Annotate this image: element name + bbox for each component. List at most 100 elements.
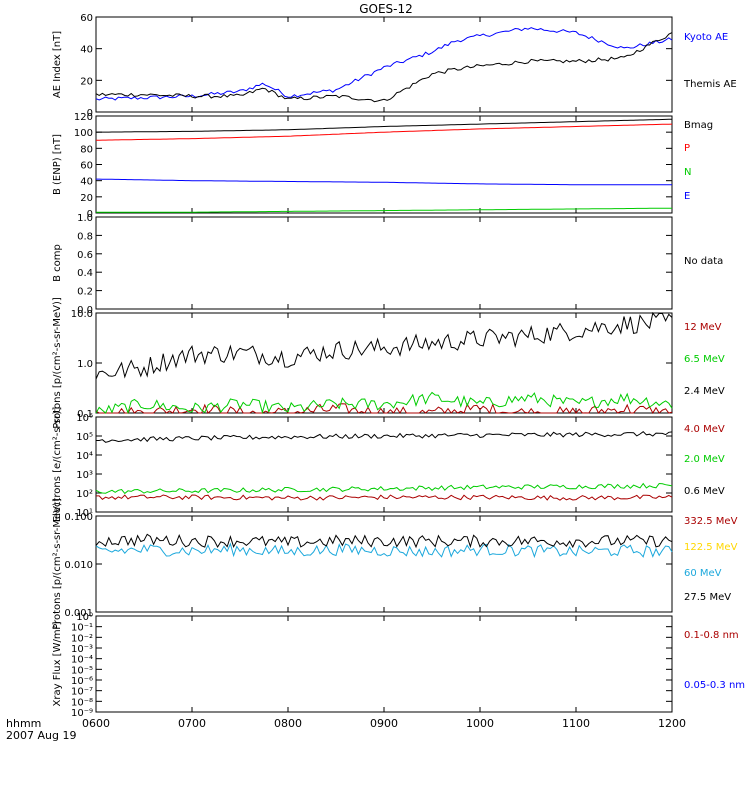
y-tick-label: 80 xyxy=(80,144,93,155)
y-tick-label: 1.0 xyxy=(77,359,93,370)
y-tick-label: 10⁴ xyxy=(76,451,93,462)
y-tick-label: 0.0 xyxy=(77,305,93,316)
y-tick-label: 10⁻⁴ xyxy=(71,655,93,666)
legend-label: P xyxy=(684,143,690,154)
legend-label: 27.5 MeV xyxy=(684,592,731,603)
legend-label: 122.5 MeV xyxy=(684,542,738,553)
y-axis-label: Protons [p/(cm²-s-sr-MeV)] xyxy=(52,297,63,429)
series-line xyxy=(95,542,673,559)
panel-5: 10¹ 10² 10³ 10⁴ 10⁵ 10⁶ Electrons [e/(cm²-s-sr… xyxy=(52,407,725,523)
legend-label: E xyxy=(684,191,690,202)
y-tick-label: 20 xyxy=(80,76,93,87)
y-tick-label: 10⁻⁷ xyxy=(71,687,93,698)
panel-frame xyxy=(95,515,673,613)
legend-label: 4.0 MeV xyxy=(684,424,725,435)
series-line xyxy=(95,391,673,415)
y-tick-label: 10⁶ xyxy=(76,413,93,424)
y-tick-label: 10⁻² xyxy=(71,633,93,644)
x-tick-label: 1100 xyxy=(562,717,590,730)
y-tick-label: 10⁻⁹ xyxy=(71,708,93,719)
y-axis-label: Electrons [e/(cm²-s-sr)] xyxy=(52,407,63,523)
series-line xyxy=(95,482,673,495)
time-axis: 0600 0700 0800 0900 1000 1100 1200 xyxy=(82,717,686,730)
panel-frame xyxy=(95,216,673,310)
y-tick-label: 40 xyxy=(80,177,93,188)
time-axis-label: hhmm xyxy=(6,717,41,730)
legend-label: 60 MeV xyxy=(684,568,722,579)
y-axis-label: AE Index [nT] xyxy=(52,31,63,98)
y-tick-label: 0.100 xyxy=(64,512,93,523)
y-tick-label: 0 xyxy=(87,108,93,119)
series-line xyxy=(95,123,673,141)
series-line xyxy=(96,431,673,443)
y-axis-label: B (ENP) [nT] xyxy=(52,134,63,195)
y-tick-label: 10⁻¹ xyxy=(71,623,93,634)
y-tick-label: 10⁻⁶ xyxy=(71,676,93,687)
legend-label: 0.05-0.3 nm xyxy=(684,680,745,691)
y-tick-label: 10¹ xyxy=(76,508,93,519)
x-tick-label: 0700 xyxy=(178,717,206,730)
y-axis-label: Xray Flux [W/m²] xyxy=(52,621,63,706)
y-tick-label: 40 xyxy=(80,45,93,56)
y-tick-label: 10⁰ xyxy=(76,612,93,623)
y-tick-label: 0 xyxy=(87,209,93,220)
legend-label: 0.1-0.8 nm xyxy=(684,630,739,641)
y-tick-label: 10⁵ xyxy=(76,432,93,443)
series-line xyxy=(95,118,673,133)
x-tick-label: 1000 xyxy=(466,717,494,730)
panel-frame xyxy=(95,16,673,113)
y-tick-label: 120 xyxy=(74,112,93,123)
legend-label: Themis AE xyxy=(683,79,737,90)
figure-title: GOES-12 xyxy=(359,2,413,16)
series-line xyxy=(95,32,673,103)
y-tick-label: 0.4 xyxy=(77,268,93,279)
legend-label: No data xyxy=(684,256,723,267)
y-tick-label: 10³ xyxy=(76,470,93,481)
series-line xyxy=(96,207,672,213)
panel-2: 0 20 40 60 80 100 120 B (ENP) [nT] Bmag P N E xyxy=(52,112,713,220)
series-line xyxy=(95,27,673,101)
y-tick-label: 0.1 xyxy=(77,409,93,420)
series-line xyxy=(96,178,672,186)
series-line xyxy=(95,311,673,380)
series-line xyxy=(95,403,673,415)
series-line xyxy=(96,494,673,501)
panels: 0 20 40 60 AE Index [nT] Kyoto AE Themis AE 0 20… xyxy=(52,13,745,719)
y-tick-label: 0.8 xyxy=(77,231,93,242)
panel-3: 0.0 0.2 0.4 0.6 0.8 1.0 B comp No data xyxy=(52,213,723,316)
y-tick-label: 10⁻⁵ xyxy=(71,665,93,676)
legend-label: 332.5 MeV xyxy=(684,516,738,527)
y-tick-label: 20 xyxy=(80,193,93,204)
legend-label: N xyxy=(684,167,691,178)
y-tick-label: 60 xyxy=(80,161,93,172)
x-tick-label: 0800 xyxy=(274,717,302,730)
y-axis-label: B comp xyxy=(52,244,63,282)
y-tick-label: 10.0 xyxy=(71,309,93,320)
panel-1: 0 20 40 60 AE Index [nT] Kyoto AE Themis AE xyxy=(52,13,737,119)
y-tick-label: 10⁻⁸ xyxy=(71,697,93,708)
y-tick-label: 60 xyxy=(80,13,93,24)
panel-4: 0.1 1.0 10.0 Protons [p/(cm²-s-sr-MeV)] 12 M… xyxy=(52,297,725,429)
series-line xyxy=(95,533,673,549)
legend-label: Kyoto AE xyxy=(684,32,728,43)
legend-label: 0.6 MeV xyxy=(684,486,725,497)
legend-label: Bmag xyxy=(684,120,713,131)
panel-frame xyxy=(95,115,673,214)
y-axis-label: Protons [p/(cm²-s-sr-MeV)] xyxy=(52,498,63,630)
legend-label: 12 MeV xyxy=(684,322,722,333)
y-tick-label: 10⁻³ xyxy=(71,644,93,655)
y-tick-label: 0.2 xyxy=(77,287,93,298)
x-tick-label: 0600 xyxy=(82,717,110,730)
panel-frame xyxy=(95,615,673,713)
legend-label: 2.0 MeV xyxy=(684,454,725,465)
y-tick-label: 0.001 xyxy=(64,608,93,619)
y-tick-label: 1.0 xyxy=(77,213,93,224)
y-tick-label: 10² xyxy=(76,489,93,500)
legend-label: 2.4 MeV xyxy=(684,386,725,397)
y-tick-label: 0.010 xyxy=(64,560,93,571)
x-tick-label: 0900 xyxy=(370,717,398,730)
legend-label: 6.5 MeV xyxy=(684,354,725,365)
panel-7: 10⁻⁹10⁻⁸10⁻⁷10⁻⁶10⁻⁵10⁻⁴10⁻³10⁻²10⁻¹10⁰ X… xyxy=(52,612,745,719)
